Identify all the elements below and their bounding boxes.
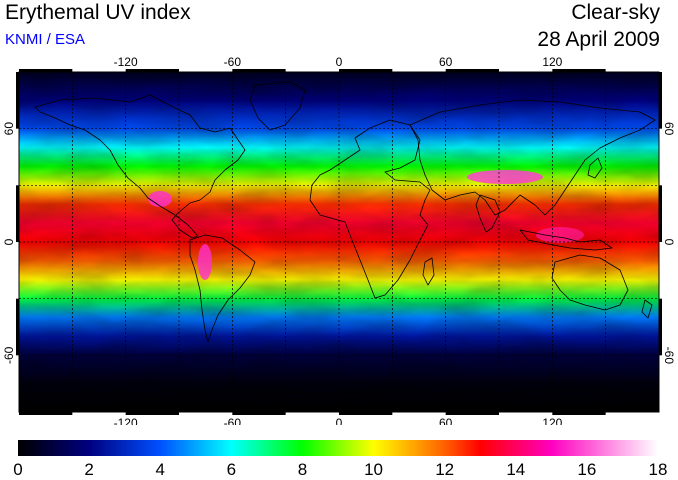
colorbar-tick-label: 0 [13,460,22,479]
date-label: 28 April 2009 [537,28,660,51]
lon-tick-label-bottom: -120 [114,416,138,425]
andes-hotspot [198,244,212,280]
lon-tick-label-top: 0 [336,55,343,69]
lat-tick-label-left: 60 [2,122,16,136]
tibet-hotspot [467,170,543,184]
frame-segment-bottom [125,412,179,415]
colorbar-tick-label: 6 [227,460,236,479]
australia-coast [551,254,629,311]
colorbar-tick-label: 18 [649,460,668,479]
axis-labels: -120 -120 -60 -60 0 0 60 60 120 120 60 60 0 0 -60 -60 [2,55,676,425]
north-america-coast [34,94,246,239]
madagascar-coast [422,257,435,286]
equator-hotspot [536,227,584,243]
colorbar-tick-label: 12 [435,460,454,479]
lon-tick-label-bottom: 0 [336,416,343,425]
greenland-coast [249,81,306,131]
lat-tick-label-right: -60 [662,347,676,365]
colorbar-tick-label: 2 [84,460,93,479]
lon-tick-label-bottom: -60 [224,416,242,425]
japan-coast [587,157,603,179]
source-label: KNMI / ESA [5,31,86,48]
sky-condition-label: Clear-sky [571,1,660,24]
frame-segment-right [659,72,662,129]
frame-segment-top [232,69,286,72]
frame-segment-top [125,69,179,72]
lon-tick-label-top: 120 [542,55,562,69]
uv-map: -120 -120 -60 -60 0 0 60 60 120 120 60 60 0 0 -60 -60 [2,55,676,425]
colorbar-tick-label: 14 [506,460,525,479]
lon-tick-label-bottom: 120 [542,416,562,425]
frame-segment-top [19,69,73,72]
frame-segment-top [339,69,393,72]
south-america-coast [189,234,256,343]
page-title: Erythemal UV index [5,1,191,24]
frame-segment-bottom [339,412,393,415]
indonesia-coast [519,229,613,251]
frame-segment-top [445,69,499,72]
mexico-hotspot [148,191,172,207]
frame-segment-right [659,185,662,242]
frame-segment-left [16,185,19,242]
frame-segment-bottom [232,412,286,415]
colorbar-tick-label: 10 [364,460,383,479]
frame-ticks [16,69,662,415]
lat-tick-label-right: 60 [662,122,676,136]
lat-tick-label-right: 0 [662,239,676,246]
frame-segment-right [659,298,662,356]
lat-tick-label-left: 0 [2,238,16,245]
colorbar-tick-label: 4 [155,460,164,479]
frame-segment-left [16,298,19,356]
europe-africa-coast [309,119,431,299]
asia-coast [409,99,656,216]
lon-tick-label-top: 60 [439,55,453,69]
lon-tick-label-bottom: 60 [439,416,453,425]
frame-segment-left [16,72,19,129]
colorbar-tick-label: 8 [298,460,307,479]
colorbar: 0 2 4 6 8 10 12 14 16 18 [13,440,668,479]
frame-segment-top [552,69,606,72]
frame-segment-bottom [445,412,499,415]
lon-tick-label-top: -60 [224,55,242,69]
new-zealand-coast [641,299,653,319]
coastlines [18,81,660,397]
colorbar-tick-label: 16 [577,460,596,479]
frame-segment-bottom [552,412,606,415]
lon-tick-label-top: -120 [114,55,138,69]
graticule [19,72,659,412]
colorbar-gradient [18,440,658,456]
frame-segment-bottom [19,412,73,415]
antarctica-coast [18,389,660,397]
india-coast [475,194,501,233]
lat-tick-label-left: -60 [2,346,16,364]
